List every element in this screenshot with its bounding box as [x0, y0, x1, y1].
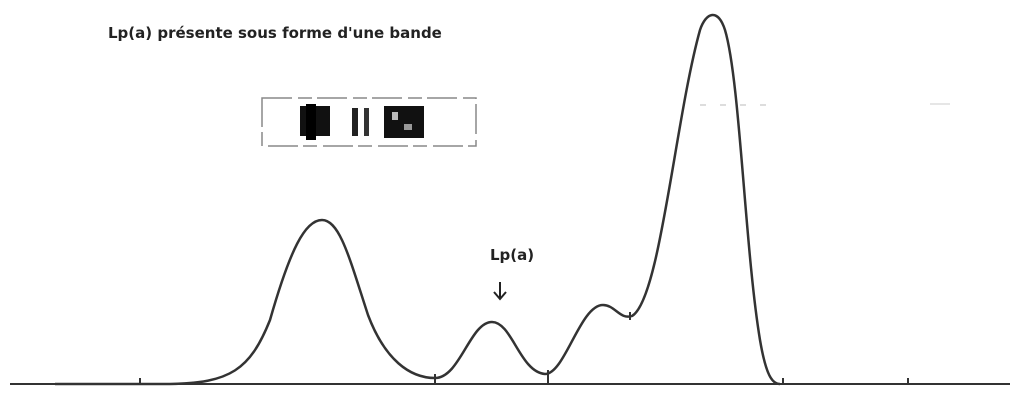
title: Lp(a) présente sous forme d'une bande	[108, 24, 442, 42]
figure: Lp(a) présente sous forme d'une bande Lp…	[0, 0, 1020, 393]
arrow	[494, 282, 506, 299]
curve	[55, 15, 780, 384]
densitogram: Lp(a) présente sous forme d'une bande Lp…	[0, 0, 1020, 393]
gel-strip	[262, 98, 476, 146]
annotation-label: Lp(a)	[490, 246, 534, 264]
